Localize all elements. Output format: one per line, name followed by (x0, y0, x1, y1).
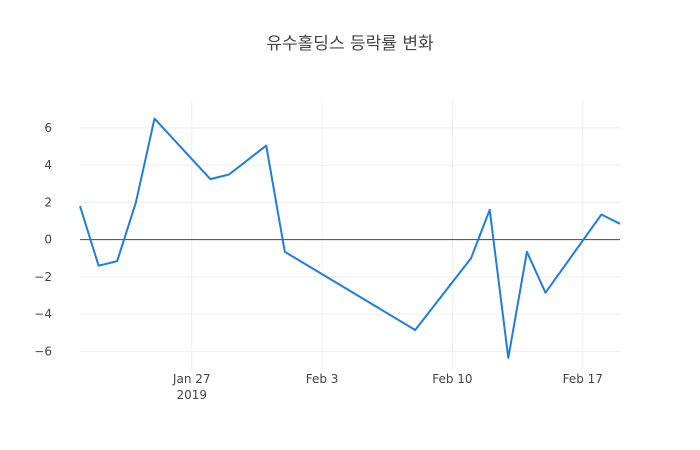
y-tick-label: 6 (44, 121, 52, 135)
y-tick-label: −2 (34, 270, 52, 284)
y-tick-label: 4 (44, 158, 52, 172)
y-tick-label: −6 (34, 344, 52, 358)
series-layer (79, 117, 621, 359)
x-tick-label: Feb 17 (563, 372, 603, 386)
x-tick-label: Feb 3 (306, 372, 339, 386)
x-tick-label: Jan 27 (172, 372, 211, 386)
grid (80, 100, 620, 370)
chart-title: 유수홀딩스 등락률 변화 (266, 34, 434, 54)
x-tick-label: Feb 10 (432, 372, 472, 386)
y-tick-label: 2 (44, 195, 52, 209)
x-tick-sublabel: 2019 (176, 388, 207, 402)
axes: Jan 27 2019 Feb 3 Feb 10 Feb 17 6 4 2 0 −2 −4 −6 (34, 121, 603, 402)
y-tick-label: −4 (34, 307, 52, 321)
y-tick-label: 0 (44, 233, 52, 247)
series-line (79, 117, 621, 359)
